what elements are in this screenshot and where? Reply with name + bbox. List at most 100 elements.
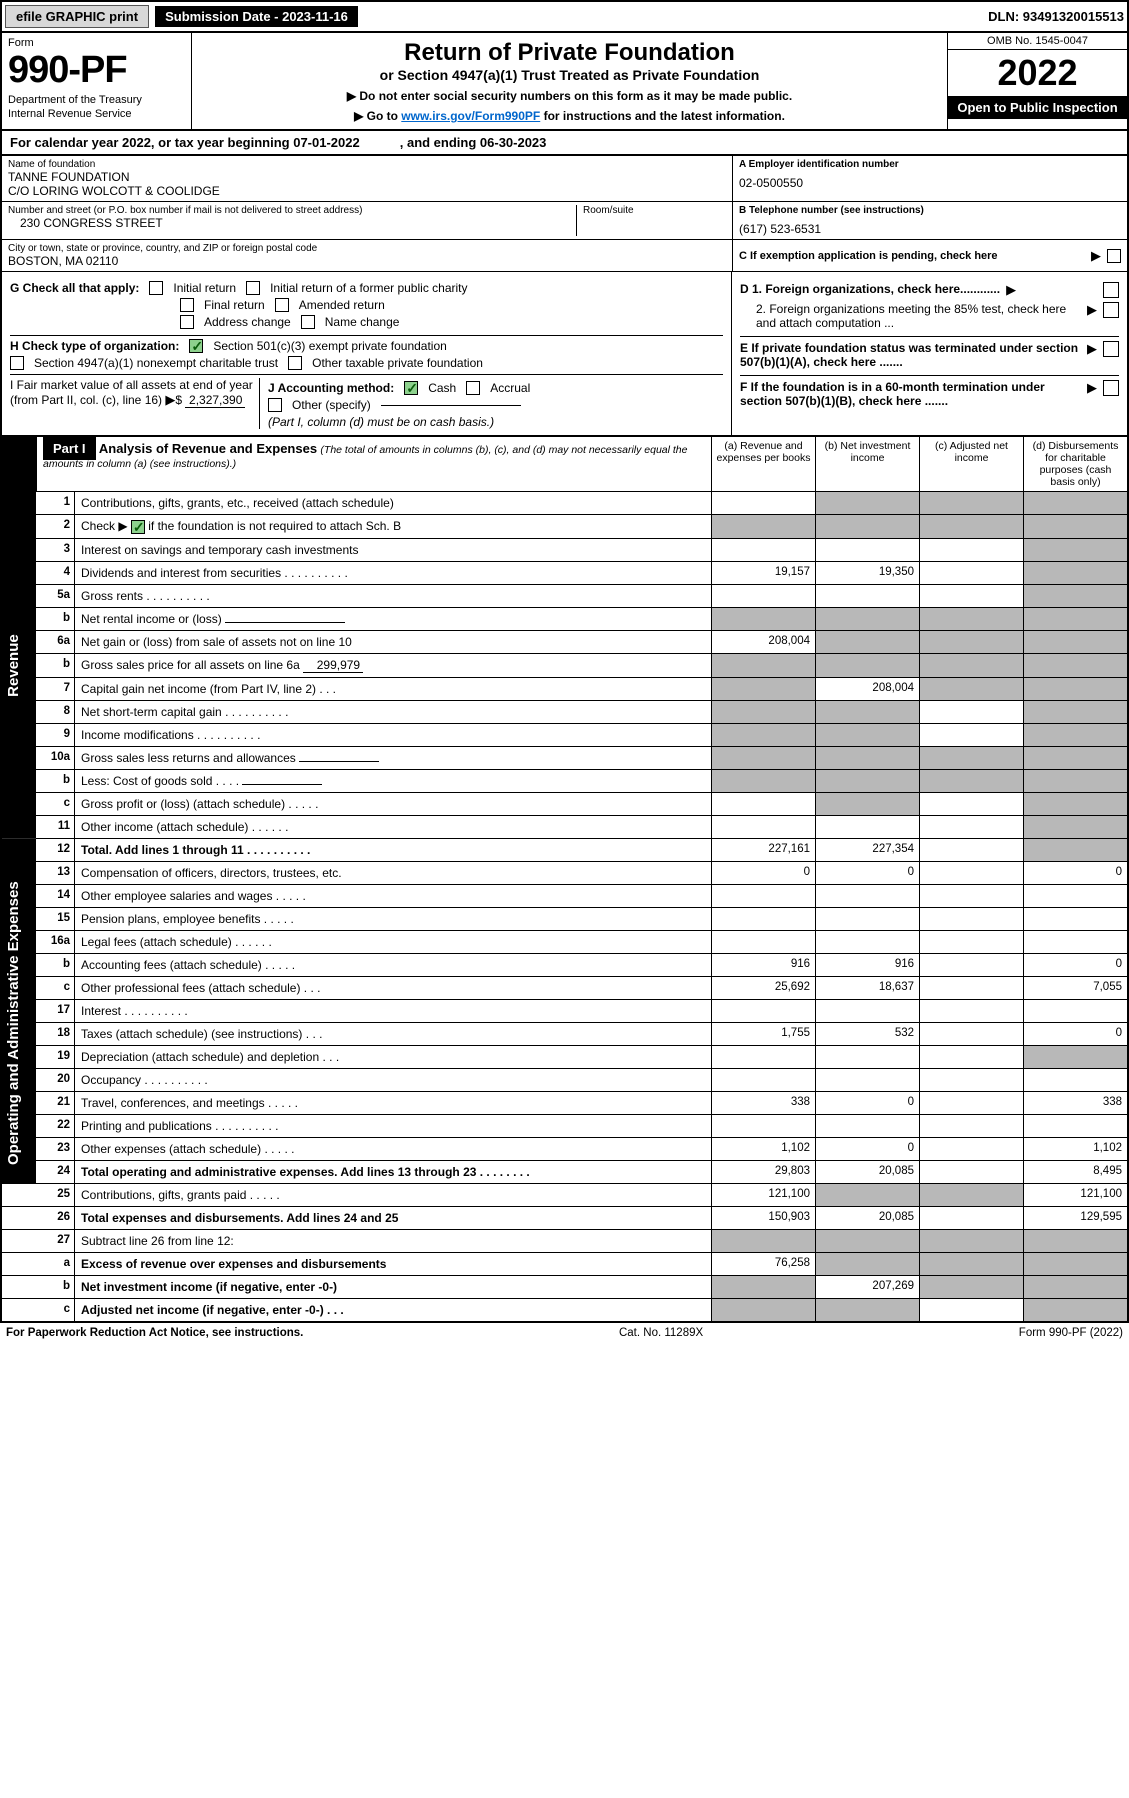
line-num: b (36, 770, 74, 793)
cb-other-acct[interactable] (268, 398, 282, 412)
cell (1023, 631, 1127, 654)
cell (711, 931, 815, 954)
line-desc: Interest . . . . . . . . . . (74, 1000, 711, 1023)
cell (1023, 654, 1127, 678)
cell (711, 1046, 815, 1069)
cell (919, 701, 1023, 724)
line-num: b (36, 654, 74, 678)
cell (711, 793, 815, 816)
cell (815, 724, 919, 747)
arrow-icon: ▶ (1006, 282, 1016, 298)
cell (1023, 562, 1127, 585)
open-public: Open to Public Inspection (948, 96, 1127, 119)
cell (919, 839, 1023, 862)
cell (919, 654, 1023, 678)
instr-ssn: ▶ Do not enter social security numbers o… (200, 89, 939, 103)
header-right: OMB No. 1545-0047 2022 Open to Public In… (947, 33, 1127, 129)
line-desc: Gross profit or (loss) (attach schedule)… (74, 793, 711, 816)
cell (919, 1046, 1023, 1069)
other-specify[interactable] (381, 405, 521, 406)
cb-address[interactable] (180, 315, 194, 329)
cb-4947[interactable] (10, 356, 24, 370)
cell (711, 585, 815, 608)
line-num: 22 (36, 1115, 74, 1138)
cell: 916 (711, 954, 815, 977)
net-rental-input[interactable] (225, 622, 345, 623)
cb-name[interactable] (301, 315, 315, 329)
cb-d1[interactable] (1103, 282, 1119, 298)
cell (919, 1138, 1023, 1161)
h3: Other taxable private foundation (312, 356, 483, 370)
cb-amended[interactable] (275, 298, 289, 312)
cb-final[interactable] (180, 298, 194, 312)
cell (711, 885, 815, 908)
irs-link[interactable]: www.irs.gov/Form990PF (401, 109, 540, 123)
header-mid: Return of Private Foundation or Section … (192, 33, 947, 129)
cb-initial-former[interactable] (246, 281, 260, 295)
cb-501c3[interactable] (189, 339, 203, 353)
cell (919, 1115, 1023, 1138)
line-desc: Excess of revenue over expenses and disb… (74, 1253, 711, 1276)
cb-d2[interactable] (1103, 302, 1119, 318)
line-num: 23 (36, 1138, 74, 1161)
col-a-hdr: (a) Revenue and expenses per books (711, 437, 815, 492)
cb-other-pf[interactable] (288, 356, 302, 370)
cb-cash[interactable] (404, 381, 418, 395)
cell (919, 908, 1023, 931)
g4: Amended return (299, 298, 385, 312)
calendar-year-row: For calendar year 2022, or tax year begi… (0, 131, 1129, 156)
cb-schb[interactable] (131, 520, 145, 534)
cell (919, 562, 1023, 585)
line-desc: Accounting fees (attach schedule) . . . … (74, 954, 711, 977)
cell (1023, 1000, 1127, 1023)
cell (815, 747, 919, 770)
line-num: 17 (36, 1000, 74, 1023)
cell: 19,157 (711, 562, 815, 585)
j-note: (Part I, column (d) must be on cash basi… (268, 415, 494, 429)
gross-sales-input[interactable] (299, 761, 379, 762)
line-desc: Other employee salaries and wages . . . … (74, 885, 711, 908)
col-c-hdr: (c) Adjusted net income (919, 437, 1023, 492)
cell (711, 747, 815, 770)
line-desc: Legal fees (attach schedule) . . . . . . (74, 931, 711, 954)
paperwork-notice: For Paperwork Reduction Act Notice, see … (6, 1327, 303, 1339)
form-subtitle: or Section 4947(a)(1) Trust Treated as P… (200, 67, 939, 83)
cb-initial[interactable] (149, 281, 163, 295)
cell (919, 1276, 1023, 1299)
cell: 19,350 (815, 562, 919, 585)
c-label: C If exemption application is pending, c… (739, 250, 998, 262)
line-num: 16a (36, 931, 74, 954)
cb-e[interactable] (1103, 341, 1119, 357)
d1: D 1. Foreign organizations, check here..… (740, 282, 1000, 296)
city-value: BOSTON, MA 02110 (8, 254, 726, 268)
j2: Accrual (490, 381, 530, 395)
cell (711, 724, 815, 747)
cell (919, 539, 1023, 562)
efile-print-btn[interactable]: efile GRAPHIC print (5, 5, 149, 28)
cell (919, 678, 1023, 701)
cell: 916 (815, 954, 919, 977)
cb-accrual[interactable] (466, 381, 480, 395)
cell (815, 931, 919, 954)
cell: 208,004 (711, 631, 815, 654)
cell (1023, 1276, 1127, 1299)
cell (919, 1092, 1023, 1115)
line-num: 9 (36, 724, 74, 747)
c-checkbox[interactable] (1107, 249, 1121, 263)
cell (1023, 1115, 1127, 1138)
cell: 0 (815, 1138, 919, 1161)
cell (919, 724, 1023, 747)
line-num: b (36, 608, 74, 631)
cb-f[interactable] (1103, 380, 1119, 396)
line-num: c (36, 977, 74, 1000)
form-number: 990-PF (8, 49, 185, 92)
cell (1023, 747, 1127, 770)
part1-label: Part I (43, 437, 96, 460)
cell (1023, 585, 1127, 608)
cell (711, 1276, 815, 1299)
line-desc: Subtract line 26 from line 12: (74, 1230, 711, 1253)
cell (919, 1230, 1023, 1253)
ein-label: A Employer identification number (739, 159, 1121, 170)
cogs-input[interactable] (242, 784, 322, 785)
cell: 8,495 (1023, 1161, 1127, 1184)
